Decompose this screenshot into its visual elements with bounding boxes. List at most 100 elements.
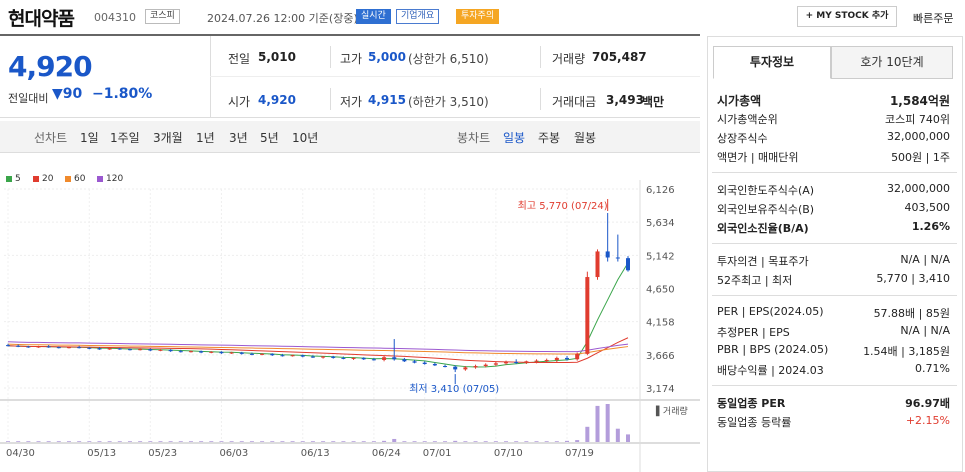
legend-ma20-swatch: [33, 176, 39, 182]
high-value: 5,000: [368, 50, 406, 64]
divider: [712, 385, 957, 386]
period-1d[interactable]: 1일: [80, 131, 99, 145]
y-tick-label: 3,666: [646, 351, 675, 362]
foreign-rate-row: 외국인소진율(B/A) 1.26%: [717, 220, 950, 238]
candle-body: [77, 347, 82, 349]
tab-invest-info[interactable]: 투자정보: [713, 46, 831, 79]
week52-value: 5,770 | 3,410: [876, 272, 950, 285]
volume-bar: [321, 441, 326, 442]
foreign-hold-label: 외국인보유주식수(B): [717, 203, 815, 216]
candle-body: [219, 351, 224, 354]
candle-body: [575, 353, 580, 360]
trade-value-label: 거래대금: [552, 95, 597, 109]
candle-body: [87, 347, 92, 349]
candle-body: [483, 364, 488, 367]
volume-bar: [290, 441, 295, 442]
candle-body: [473, 366, 478, 368]
quick-order-link[interactable]: 빠른주문: [913, 12, 954, 25]
tab-ask-10[interactable]: 호가 10단계: [831, 46, 953, 79]
upper-limit: (상한가 6,510): [408, 52, 489, 66]
volume-axis-label: ▌거래량: [655, 405, 688, 417]
volume-bar: [148, 441, 153, 442]
volume-bar: [615, 428, 620, 442]
realtime-badge[interactable]: 실시간: [356, 9, 391, 24]
candle-body: [412, 361, 417, 363]
candle-body: [138, 349, 143, 351]
volume-bar: [514, 441, 519, 442]
candle-body: [331, 356, 336, 358]
rank-row: 시가총액순위 코스피 740위: [717, 111, 950, 129]
foreign-rate-label: 외국인소진율(B/A): [717, 222, 809, 235]
volume-bar: [168, 441, 173, 442]
candle-body: [66, 347, 71, 349]
candle-body: [280, 355, 285, 357]
foreign-limit-label: 외국인한도주식수(A): [717, 184, 815, 197]
ma120-line: [7, 341, 629, 353]
volume-bar: [6, 441, 10, 442]
divider: [330, 88, 331, 110]
candle-body: [321, 356, 326, 358]
volume-bar: [77, 441, 82, 442]
volume-bar: [412, 441, 417, 442]
candle-body: [565, 357, 570, 360]
stock-code: 004310: [94, 11, 136, 24]
candle-body: [605, 251, 610, 258]
divider: [330, 46, 331, 68]
y-tick-label: 5,142: [646, 251, 675, 262]
candle-body: [36, 346, 41, 348]
trade-value-unit: 백만: [642, 95, 665, 109]
period-1w[interactable]: 1주일: [110, 131, 140, 145]
candle-body: [148, 349, 153, 351]
period-5y[interactable]: 5년: [260, 131, 279, 145]
price-chart[interactable]: 6,126 5,634 5,142 4,650 4,158 3,666 3,174 04/30…: [0, 180, 700, 472]
volume-bar: [310, 441, 315, 442]
volume-bar: [300, 441, 305, 442]
volume-bar: [239, 441, 244, 442]
candle-weekly[interactable]: 주봉: [538, 131, 561, 145]
candle-body: [56, 347, 61, 349]
est-per-value: N/A | N/A: [900, 324, 950, 337]
volume-bar: [56, 441, 61, 442]
volume-bar: [575, 440, 580, 442]
per-value: 57.88배 | 85원: [873, 307, 950, 320]
volume-bar: [595, 405, 600, 442]
volume-label: 거래량: [552, 52, 586, 66]
candle-body: [392, 357, 397, 360]
volume-bar: [229, 441, 234, 442]
opinion-value: N/A | N/A: [900, 253, 950, 266]
divider: [712, 172, 957, 173]
lower-limit: (하한가 3,510): [408, 95, 489, 109]
candle-body: [351, 357, 356, 359]
volume-bar: [46, 441, 51, 442]
line-chart-label: 선차트: [34, 131, 68, 145]
volume-bar: [178, 441, 183, 442]
period-3y[interactable]: 3년: [229, 131, 248, 145]
market-cap-row: 시가총액 1,584억원: [717, 92, 950, 110]
trade-value: 3,493: [606, 93, 644, 107]
candle-daily[interactable]: 일봉: [503, 131, 526, 145]
x-tick-label: 06/13: [301, 448, 330, 459]
volume-bar: [158, 441, 163, 442]
volume-bar: [453, 440, 458, 442]
foreign-rate-value: 1.26%: [911, 220, 950, 233]
divider: [210, 76, 700, 77]
period-toolbar: [0, 121, 700, 153]
candle-monthly[interactable]: 월봉: [574, 131, 597, 145]
volume-bar: [392, 438, 397, 442]
volume-bar: [188, 441, 193, 442]
company-info-button[interactable]: 기업개요: [396, 9, 440, 24]
add-mystock-button[interactable]: + MY STOCK 추가: [797, 6, 897, 27]
volume-bar: [534, 441, 539, 442]
volume-bar: [463, 441, 468, 442]
volume-bar: [260, 441, 265, 442]
industry-rate-value: +2.15%: [905, 414, 950, 427]
period-3m[interactable]: 3개월: [153, 131, 183, 145]
x-tick-label: 05/13: [87, 448, 116, 459]
period-10y[interactable]: 10년: [292, 131, 319, 145]
market-cap-label: 시가총액: [717, 94, 762, 108]
high-label: 고가: [340, 52, 363, 66]
candle-body: [402, 359, 407, 362]
candle-body: [239, 352, 244, 354]
candle-body: [16, 345, 21, 347]
period-1y[interactable]: 1년: [196, 131, 215, 145]
